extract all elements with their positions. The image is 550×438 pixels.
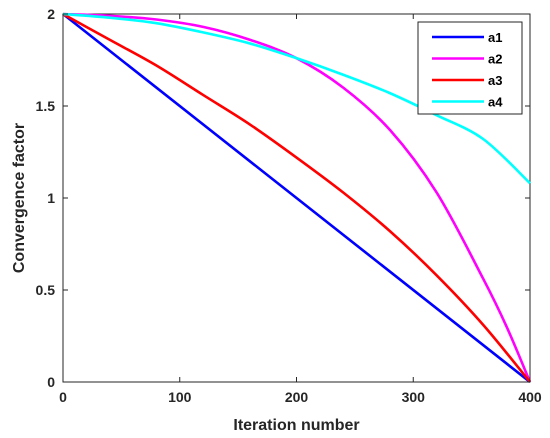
series-line-a3 — [62, 12, 532, 383]
y-tick-label: 0.5 — [36, 282, 56, 298]
x-tick-label: 300 — [402, 389, 426, 405]
legend-label-a4: a4 — [488, 95, 503, 110]
x-tick-label: 400 — [518, 389, 542, 405]
y-tick-label: 1 — [47, 190, 55, 206]
legend-label-a3: a3 — [488, 73, 502, 88]
x-tick-label: 100 — [168, 389, 192, 405]
legend: a1 a2 a3 a4 — [417, 21, 523, 115]
x-tick-label: 0 — [59, 389, 67, 405]
series-line-a4 — [62, 12, 531, 185]
legend-label-a2: a2 — [488, 52, 502, 67]
series-line-a1 — [62, 12, 531, 384]
series-layer — [62, 12, 532, 384]
y-tick-label: 0 — [47, 374, 55, 390]
x-axis-ticks: 0 100 200 300 400 — [59, 14, 542, 405]
x-axis-label: Iteration number — [233, 417, 359, 434]
y-axis-ticks: 0 0.5 1 1.5 2 — [36, 6, 530, 390]
legend-label-a1: a1 — [488, 30, 502, 45]
y-tick-label: 2 — [47, 6, 55, 22]
series-line-a2 — [62, 12, 532, 383]
y-axis-label: Convergence factor — [11, 123, 28, 273]
y-tick-label: 1.5 — [36, 98, 56, 114]
x-tick-label: 200 — [285, 389, 309, 405]
